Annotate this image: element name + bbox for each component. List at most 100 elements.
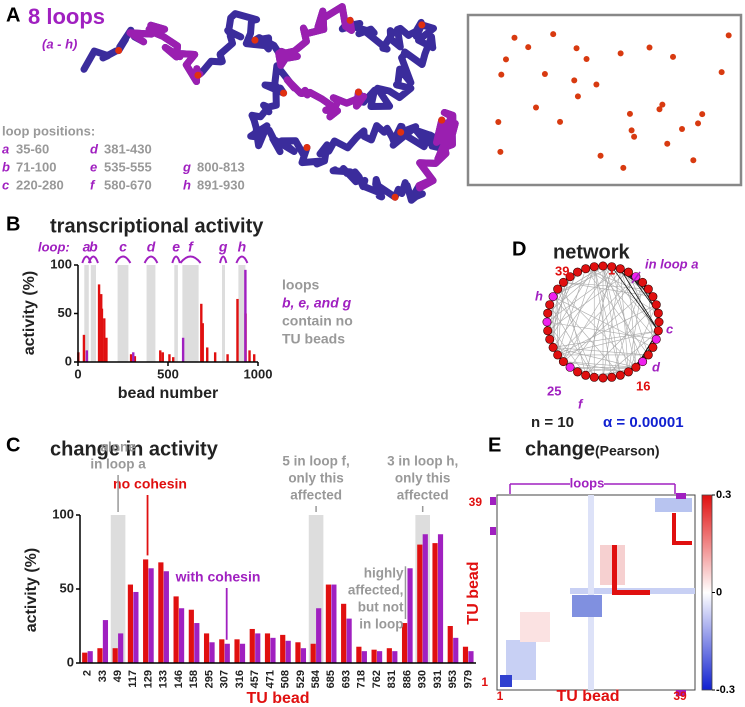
node — [573, 267, 583, 277]
colorbar — [701, 494, 713, 691]
bar — [97, 648, 103, 663]
bar — [100, 308, 104, 362]
loop-band — [238, 265, 246, 362]
y-axis-label: TU bead — [465, 561, 482, 624]
loop-marker — [490, 497, 496, 505]
bar — [194, 623, 200, 663]
x-tick-label: 307 — [219, 670, 231, 688]
dot — [583, 55, 590, 62]
loop-letter: c — [119, 239, 127, 255]
dot — [498, 71, 505, 78]
axis-end-label: 39 — [469, 495, 483, 509]
y-tick-label: 50 — [58, 305, 72, 320]
annotation: only this — [288, 471, 344, 486]
bar — [127, 584, 134, 663]
node — [654, 317, 664, 327]
bar — [310, 643, 316, 663]
dot — [511, 34, 518, 41]
node — [598, 261, 608, 271]
chart-title: transcriptional activity — [50, 215, 264, 237]
bar — [239, 643, 246, 663]
x-tick-label: 129 — [142, 670, 154, 688]
tu-bead — [194, 71, 202, 79]
x-tick-label: 930 — [417, 670, 429, 688]
dot — [557, 118, 564, 125]
edge — [628, 282, 643, 372]
x-tick-label: 33 — [97, 670, 109, 682]
tu-bead — [397, 128, 405, 136]
tu-bead — [418, 21, 426, 29]
loop-range: 891-930 — [197, 177, 245, 192]
loop-segment — [126, 21, 204, 85]
edge — [602, 265, 629, 372]
loop-arc — [114, 255, 132, 264]
loop-arc — [143, 255, 159, 264]
x-tick-label: 979 — [462, 670, 474, 688]
arrow-label: in loop a — [645, 256, 698, 271]
bar — [386, 648, 392, 663]
dot — [695, 120, 702, 127]
bar — [87, 651, 93, 663]
loop-segment — [283, 76, 368, 121]
panel-title: 8 loops — [28, 4, 105, 29]
bar — [447, 626, 453, 663]
loop-arc — [171, 255, 181, 264]
x-tick-label: 500 — [157, 366, 179, 381]
x-tick-label: 2 — [82, 670, 94, 676]
tu-bead — [346, 16, 354, 24]
node — [623, 367, 633, 377]
edge — [594, 266, 657, 340]
x-axis-label: bead number — [118, 385, 218, 402]
x-tick-label: 886 — [401, 670, 413, 688]
tu-bead — [280, 89, 288, 97]
note: contain no — [282, 313, 353, 329]
loop-arc — [87, 255, 99, 264]
panel-letter: B — [6, 213, 20, 235]
node — [589, 372, 599, 382]
loop-letter: b — [2, 159, 10, 174]
node — [558, 277, 568, 287]
y-tick-label: 0 — [65, 353, 72, 368]
note: b, e, and g — [282, 295, 352, 311]
bar — [249, 628, 255, 663]
bar — [361, 651, 367, 663]
edge — [619, 268, 659, 331]
x-tick-label: 457 — [249, 670, 261, 688]
node — [545, 334, 555, 344]
bar — [224, 643, 230, 663]
tu-bead — [391, 193, 399, 201]
loop-letter: a — [83, 239, 91, 255]
bar — [226, 354, 229, 362]
node-label: f — [578, 396, 584, 411]
dot — [620, 164, 627, 171]
annotation: in loop — [359, 617, 403, 632]
y-tick-label: 0 — [67, 654, 74, 669]
loop-letter: h — [183, 177, 191, 192]
dot — [659, 101, 666, 108]
node — [565, 362, 575, 372]
edge — [549, 276, 571, 340]
dot — [550, 31, 557, 38]
x-tick-label: 158 — [188, 670, 200, 688]
node — [638, 277, 648, 287]
loop-letter: c — [2, 177, 10, 192]
bar — [453, 637, 459, 663]
annotation: affected, — [348, 583, 404, 598]
bar — [201, 323, 204, 362]
node — [543, 326, 553, 336]
node — [543, 308, 553, 318]
node — [548, 292, 558, 302]
loop-letter: g — [218, 239, 228, 255]
x-tick-label: 685 — [325, 670, 337, 688]
edge — [602, 265, 621, 376]
bar — [341, 603, 347, 663]
bar — [82, 652, 88, 663]
bar — [331, 584, 337, 663]
note: TU beads — [282, 331, 345, 347]
dot — [646, 44, 653, 51]
node — [623, 267, 633, 277]
heat-cell — [588, 495, 594, 690]
loop-band — [117, 265, 129, 362]
loop-range: 71-100 — [16, 159, 56, 174]
x-tick-label: 0 — [74, 366, 81, 381]
